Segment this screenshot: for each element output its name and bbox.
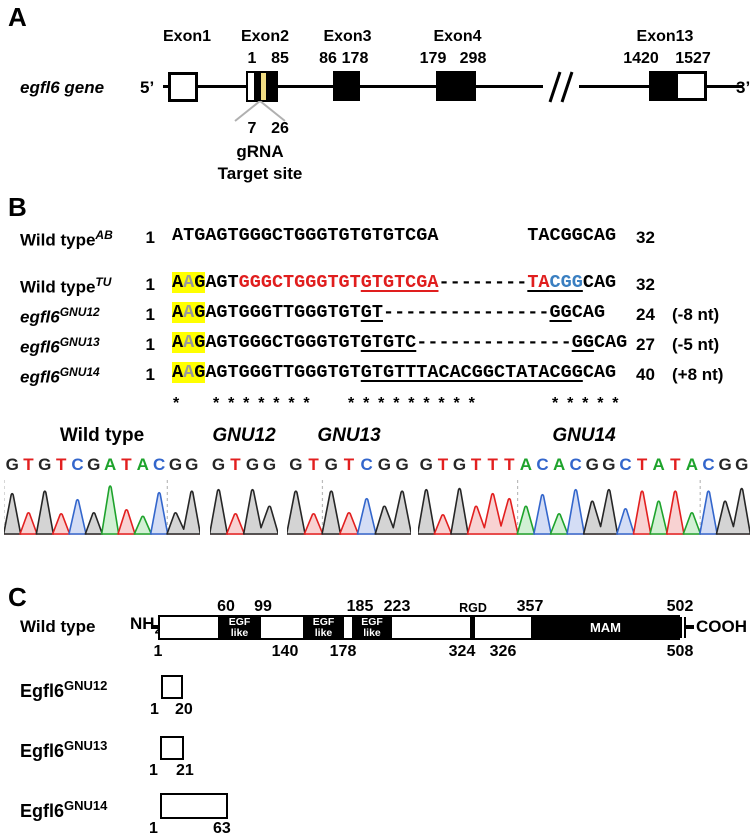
svg-text:A: A bbox=[553, 456, 565, 474]
svg-text:C: C bbox=[702, 456, 714, 474]
svg-text:C: C bbox=[570, 456, 582, 474]
svg-text:G: G bbox=[289, 456, 302, 474]
svg-text:G: G bbox=[87, 456, 100, 474]
svg-text:T: T bbox=[23, 456, 34, 474]
svg-text:T: T bbox=[56, 456, 67, 474]
svg-text:C: C bbox=[361, 456, 373, 474]
svg-text:G: G bbox=[718, 456, 731, 474]
svg-text:T: T bbox=[121, 456, 132, 474]
svg-text:A: A bbox=[104, 456, 116, 474]
svg-text:G: G bbox=[185, 456, 198, 474]
svg-text:G: G bbox=[246, 456, 259, 474]
svg-text:T: T bbox=[504, 456, 515, 474]
svg-text:G: G bbox=[453, 456, 466, 474]
svg-text:G: G bbox=[378, 456, 391, 474]
svg-text:G: G bbox=[735, 456, 748, 474]
svg-text:G: G bbox=[395, 456, 408, 474]
svg-text:C: C bbox=[71, 456, 83, 474]
svg-text:T: T bbox=[438, 456, 449, 474]
svg-text:T: T bbox=[308, 456, 319, 474]
svg-text:T: T bbox=[471, 456, 482, 474]
svg-text:G: G bbox=[169, 456, 182, 474]
svg-text:G: G bbox=[602, 456, 615, 474]
svg-text:C: C bbox=[619, 456, 631, 474]
svg-text:T: T bbox=[230, 456, 241, 474]
svg-text:A: A bbox=[653, 456, 665, 474]
svg-text:G: G bbox=[325, 456, 338, 474]
svg-text:T: T bbox=[670, 456, 681, 474]
svg-text:T: T bbox=[344, 456, 355, 474]
svg-text:G: G bbox=[212, 456, 225, 474]
svg-text:G: G bbox=[586, 456, 599, 474]
svg-text:G: G bbox=[38, 456, 51, 474]
svg-text:T: T bbox=[488, 456, 499, 474]
svg-text:C: C bbox=[536, 456, 548, 474]
svg-text:A: A bbox=[686, 456, 698, 474]
svg-text:G: G bbox=[263, 456, 276, 474]
svg-text:T: T bbox=[637, 456, 648, 474]
svg-text:A: A bbox=[137, 456, 149, 474]
svg-text:C: C bbox=[153, 456, 165, 474]
svg-text:G: G bbox=[420, 456, 433, 474]
svg-text:A: A bbox=[520, 456, 532, 474]
svg-text:G: G bbox=[6, 456, 19, 474]
